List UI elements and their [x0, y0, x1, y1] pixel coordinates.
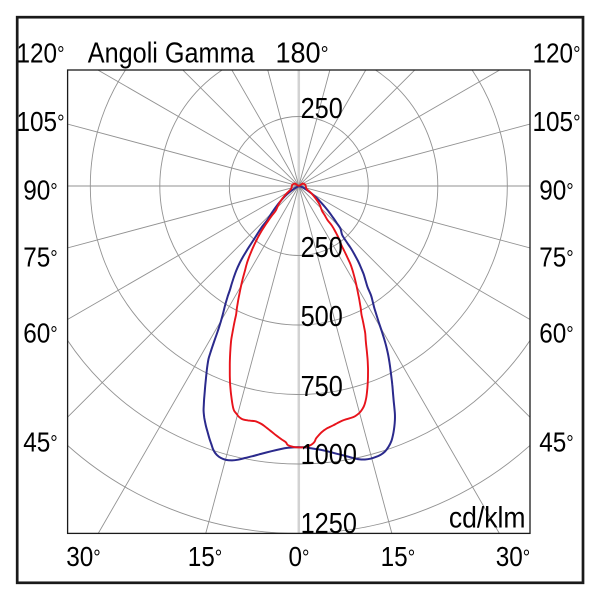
- svg-text:500: 500: [301, 299, 343, 332]
- svg-text:60°: 60°: [23, 317, 58, 349]
- svg-text:60°: 60°: [539, 317, 574, 349]
- svg-text:120°: 120°: [16, 37, 64, 69]
- svg-text:45°: 45°: [23, 426, 58, 458]
- svg-text:120°: 120°: [532, 37, 580, 69]
- svg-text:180°: 180°: [275, 37, 328, 69]
- svg-text:45°: 45°: [539, 426, 574, 458]
- svg-text:cd/klm: cd/klm: [449, 501, 526, 534]
- svg-text:90°: 90°: [539, 174, 574, 206]
- svg-text:1000: 1000: [301, 437, 357, 470]
- svg-text:750: 750: [301, 369, 343, 402]
- svg-text:Angoli Gamma: Angoli Gamma: [88, 37, 255, 69]
- svg-text:250: 250: [301, 91, 343, 124]
- svg-text:90°: 90°: [23, 174, 58, 206]
- svg-text:1250: 1250: [301, 506, 357, 539]
- svg-text:30°: 30°: [496, 541, 531, 573]
- svg-text:75°: 75°: [539, 241, 574, 273]
- svg-text:250: 250: [301, 230, 343, 263]
- svg-text:75°: 75°: [23, 241, 58, 273]
- svg-text:105°: 105°: [532, 106, 580, 138]
- svg-text:105°: 105°: [16, 106, 64, 138]
- svg-text:15°: 15°: [188, 541, 223, 573]
- svg-text:15°: 15°: [381, 541, 416, 573]
- svg-text:30°: 30°: [66, 541, 101, 573]
- svg-text:0°: 0°: [289, 541, 310, 573]
